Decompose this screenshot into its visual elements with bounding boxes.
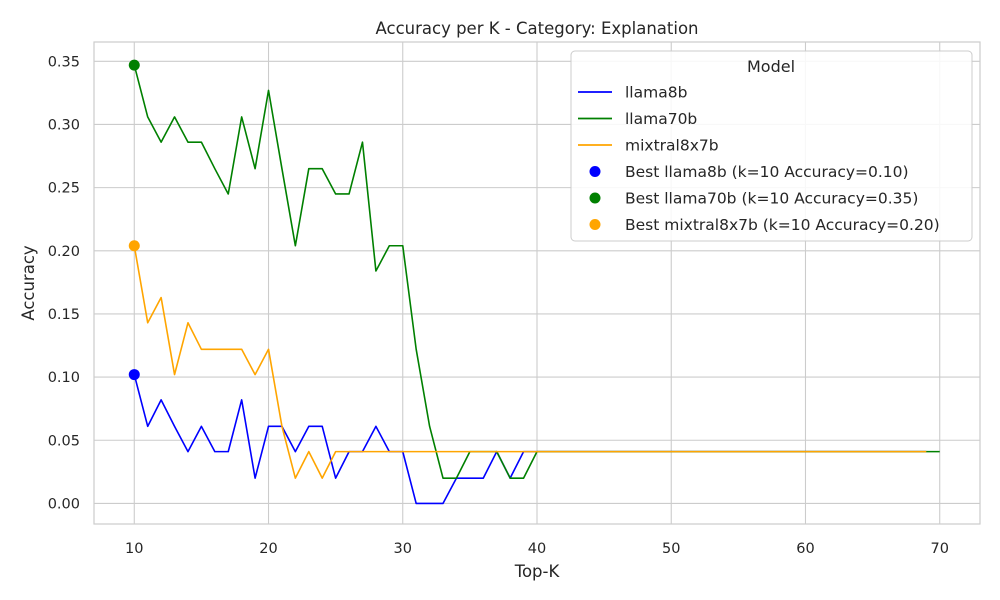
legend-label: Best llama8b (k=10 Accuracy=0.10) xyxy=(625,163,909,181)
x-tick-label: 50 xyxy=(662,541,680,557)
y-tick-label: 0.35 xyxy=(48,54,80,70)
legend-label: mixtral8x7b xyxy=(625,137,719,155)
legend-box xyxy=(570,50,973,242)
y-tick-label: 0.00 xyxy=(48,496,80,512)
legend: Model llama8b llama70b mixtral8x7b Best lla… xyxy=(570,50,973,242)
y-axis-label: Accuracy xyxy=(19,245,38,321)
best-points xyxy=(128,59,140,381)
legend-marker-best-llama70b xyxy=(589,192,601,204)
legend-label: llama8b xyxy=(625,84,687,102)
x-tick-label: 40 xyxy=(528,541,546,557)
x-tick-label: 70 xyxy=(931,541,949,557)
legend-label: Best mixtral8x7b (k=10 Accuracy=0.20) xyxy=(625,216,940,234)
series-lines xyxy=(133,64,940,505)
x-tick-label: 60 xyxy=(796,541,814,557)
x-axis-label: Top-K xyxy=(514,562,561,581)
legend-marker-best-llama8b xyxy=(589,166,601,177)
legend-label: Best llama70b (k=10 Accuracy=0.35) xyxy=(625,190,918,208)
x-tick-label: 30 xyxy=(394,541,412,557)
best-point-llama70b xyxy=(128,59,140,71)
best-point-llama8b xyxy=(128,369,140,381)
x-tick-label: 10 xyxy=(125,541,143,557)
y-tick-label: 0.20 xyxy=(48,244,80,260)
chart-title: Accuracy per K - Category: Explanation xyxy=(376,19,699,38)
best-point-mixtral8x7b xyxy=(128,240,140,252)
legend-label: llama70b xyxy=(625,110,697,128)
y-tick-label: 0.10 xyxy=(48,370,80,386)
x-axis-ticks: 10 20 30 40 50 60 70 xyxy=(125,541,949,557)
y-tick-label: 0.05 xyxy=(48,433,80,449)
y-tick-label: 0.25 xyxy=(48,181,80,197)
x-tick-label: 20 xyxy=(259,541,277,557)
legend-marker-best-mixtral8x7b xyxy=(589,219,601,230)
legend-title: Model xyxy=(747,57,795,76)
y-axis-ticks: 0.00 0.05 0.10 0.15 0.20 0.25 0.30 0.35 xyxy=(48,54,80,512)
legend-entries: llama8b llama70b mixtral8x7b Best llama8b (… xyxy=(578,84,940,234)
grid xyxy=(94,42,980,524)
series-line-mixtral8x7b xyxy=(133,245,927,479)
y-tick-label: 0.30 xyxy=(48,117,80,133)
y-tick-label: 0.15 xyxy=(48,307,80,323)
